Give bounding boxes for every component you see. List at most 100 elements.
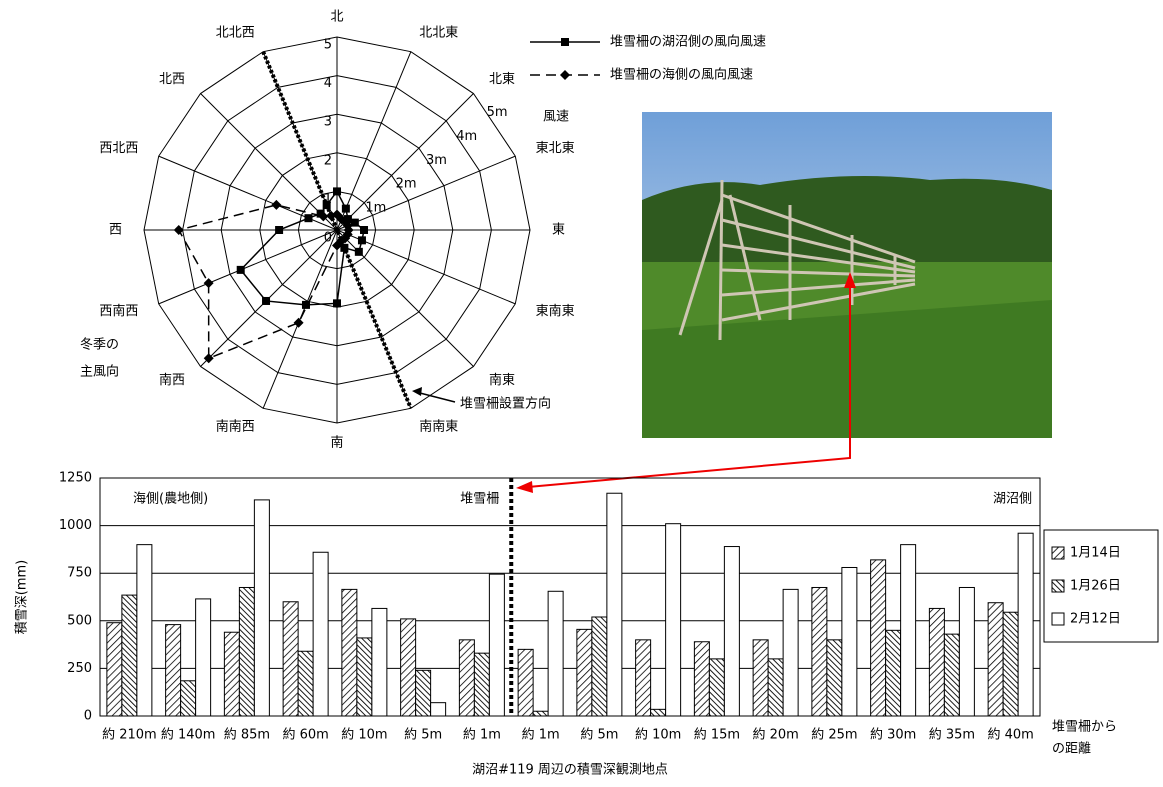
bar: [458, 639, 475, 717]
y-tick-label: 250: [67, 661, 92, 676]
bar: [547, 590, 564, 717]
arrow-head: [844, 272, 856, 288]
marker: [354, 247, 363, 256]
marker: [561, 38, 569, 46]
y-tick-label: 1000: [59, 518, 92, 533]
bar: [826, 639, 843, 717]
bar: [591, 616, 608, 717]
bar: [635, 639, 652, 717]
legend-swatch: [1051, 612, 1065, 626]
direction-label: 北北西: [216, 26, 255, 41]
arrow-head: [516, 481, 533, 493]
bar: [900, 544, 917, 717]
r-tick-label: 2: [324, 153, 332, 168]
direction-label: 南東: [489, 372, 515, 388]
spoke: [262, 229, 338, 409]
r-tick-label: 5: [324, 38, 332, 53]
x-tick-label: 約 25m: [811, 728, 857, 743]
direction-label: 東: [552, 222, 565, 238]
direction-label: 東北東: [536, 140, 575, 156]
bar: [532, 710, 549, 717]
direction-label: 西南西: [99, 303, 138, 319]
direction-label: 東南東: [536, 303, 575, 319]
marker: [350, 218, 359, 227]
bar: [958, 586, 975, 717]
spoke: [336, 229, 516, 305]
bar: [312, 551, 329, 717]
speed-label: 5m: [487, 105, 508, 120]
legend-label: 1月14日: [1070, 546, 1121, 561]
spoke: [200, 93, 338, 231]
legend-swatch: [1051, 579, 1065, 593]
legend-label: 堆雪柵の湖沼側の風向風速: [610, 34, 766, 50]
bar: [693, 641, 710, 717]
marker: [332, 240, 342, 251]
y-axis-label: 積雪深(mm): [15, 560, 30, 634]
x-tick-label: 約 10m: [341, 728, 387, 743]
x-tick-label: 約 30m: [870, 728, 916, 743]
marker: [301, 300, 310, 309]
direction-label: 南南東: [419, 418, 458, 434]
direction-label: 西北西: [99, 141, 138, 156]
marker: [340, 243, 349, 252]
marker: [262, 296, 271, 305]
marker: [560, 70, 570, 80]
annotation: 堆雪柵: [460, 492, 499, 507]
y-tick-label: 1250: [59, 471, 92, 486]
main-wind-label: 冬季の: [80, 337, 119, 353]
plot-frame: [99, 477, 1041, 717]
marker: [333, 187, 341, 196]
marker: [341, 204, 350, 213]
bar: [400, 618, 417, 717]
series-line: [177, 204, 350, 360]
marker: [271, 199, 282, 210]
marker: [326, 210, 337, 221]
speed-title: 風速: [543, 110, 569, 125]
bar: [136, 544, 153, 717]
bar: [723, 546, 740, 717]
marker: [203, 353, 214, 364]
direction-label: 南西: [159, 372, 185, 388]
bar: [121, 594, 138, 717]
marker: [322, 201, 331, 210]
bar: [650, 708, 667, 717]
marker: [343, 215, 352, 224]
bar: [1017, 532, 1034, 717]
pointer-arrow: [527, 285, 851, 488]
bar: [782, 588, 799, 717]
x-tick-label: 約 60m: [282, 728, 328, 743]
direction-label: 北北東: [419, 25, 458, 41]
x-tick-label: 約 40m: [987, 728, 1033, 743]
direction-label: 北東: [489, 71, 515, 87]
spoke: [158, 229, 338, 305]
x-tick-label: 約 210m: [102, 728, 157, 743]
fence-direction: [261, 50, 413, 410]
legend-label: 2月12日: [1070, 612, 1121, 627]
bar: [841, 566, 858, 717]
marker: [357, 236, 366, 245]
x-tick-label: 約 85m: [224, 728, 270, 743]
fence-pointer: [415, 391, 456, 403]
bar: [195, 598, 212, 717]
x-tick-label: 約 35m: [929, 728, 975, 743]
bar: [165, 624, 182, 717]
x-axis-label: 湖沼#119 周辺の積雪深観測地点: [472, 763, 668, 778]
y-tick-label: 0: [84, 709, 92, 724]
x-tick-label: 約 5m: [580, 728, 618, 743]
bar: [282, 601, 299, 717]
x-tick-label: 約 1m: [463, 728, 501, 743]
x-tick-label: 約 15m: [694, 728, 740, 743]
bar: [371, 607, 388, 717]
x-tick-label: 約 20m: [752, 728, 798, 743]
spoke: [336, 93, 474, 231]
legend-swatch: [1051, 546, 1065, 560]
speed-label: 4m: [456, 129, 477, 144]
bar: [356, 637, 373, 717]
bar: [430, 702, 447, 717]
distance-label: の距離: [1052, 742, 1091, 757]
marker: [236, 265, 245, 274]
legend-label: 堆雪柵の海側の風向風速: [610, 67, 753, 83]
main-wind-label: 主風向: [80, 364, 119, 380]
